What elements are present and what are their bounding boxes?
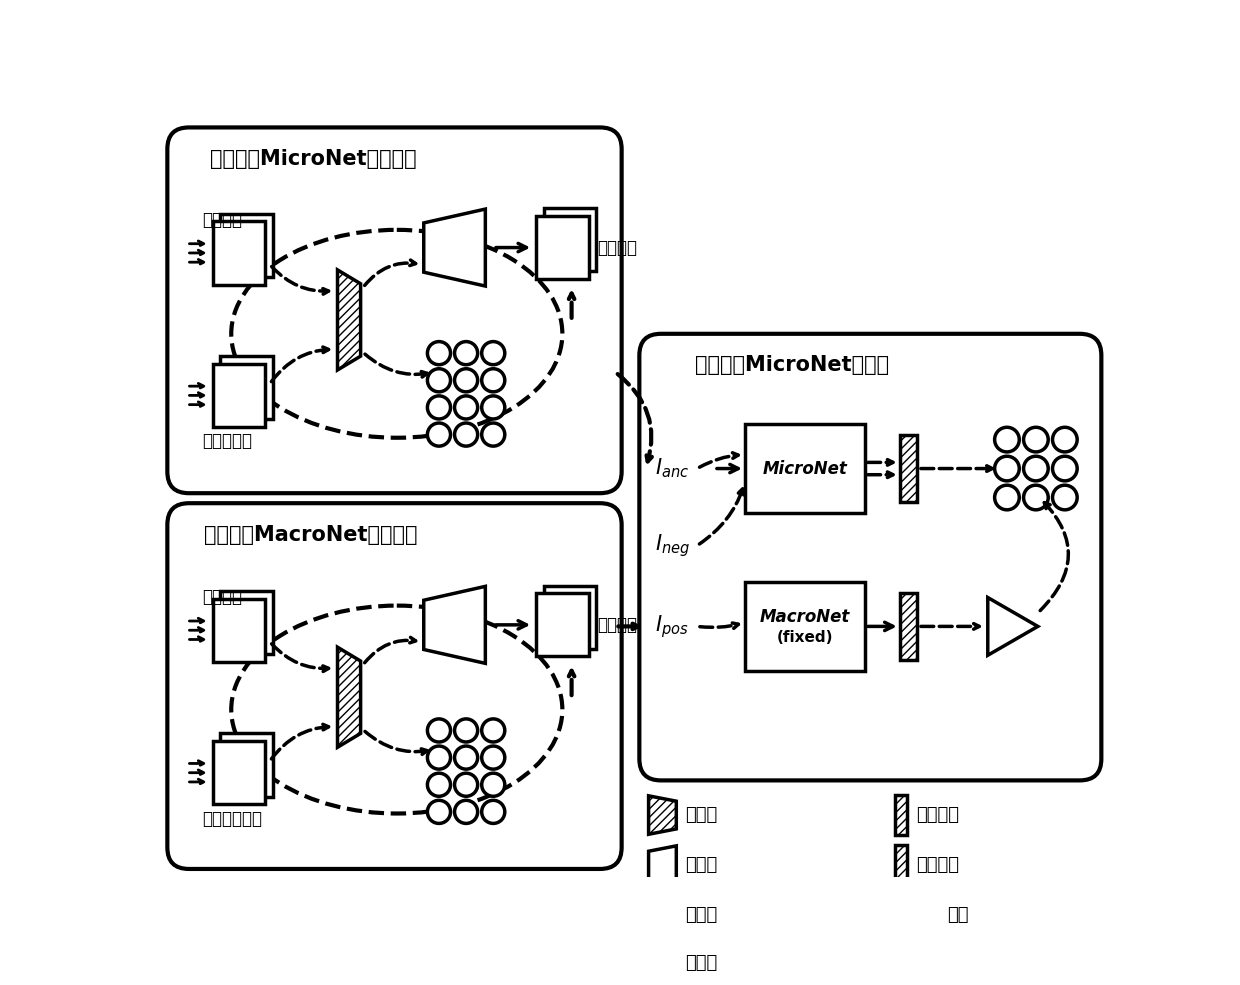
Text: 表情特征: 表情特征 bbox=[916, 806, 960, 824]
Circle shape bbox=[994, 427, 1019, 452]
Polygon shape bbox=[649, 846, 676, 885]
Polygon shape bbox=[424, 209, 485, 286]
Polygon shape bbox=[221, 591, 273, 654]
Circle shape bbox=[481, 801, 505, 823]
Polygon shape bbox=[213, 741, 265, 805]
Text: 身份特征: 身份特征 bbox=[916, 856, 960, 874]
Text: 中立图像: 中立图像 bbox=[202, 588, 242, 606]
Text: 正常表情图像: 正常表情图像 bbox=[202, 810, 262, 827]
Text: 解码器: 解码器 bbox=[686, 856, 718, 874]
Circle shape bbox=[481, 423, 505, 446]
Circle shape bbox=[481, 746, 505, 769]
Text: 阶段一对MacroNet的预训练: 阶段一对MacroNet的预训练 bbox=[205, 525, 418, 545]
Circle shape bbox=[455, 719, 477, 742]
Polygon shape bbox=[424, 586, 485, 663]
FancyBboxPatch shape bbox=[167, 127, 621, 493]
Circle shape bbox=[481, 368, 505, 392]
Circle shape bbox=[455, 746, 477, 769]
Text: 阶段二对MicroNet的训练: 阶段二对MicroNet的训练 bbox=[694, 356, 889, 375]
Polygon shape bbox=[213, 599, 265, 662]
Text: 阶段一对MicroNet的预训练: 阶段一对MicroNet的预训练 bbox=[210, 149, 417, 169]
Polygon shape bbox=[221, 357, 273, 420]
Circle shape bbox=[481, 773, 505, 796]
Text: 中立图像: 中立图像 bbox=[202, 211, 242, 229]
Circle shape bbox=[1023, 486, 1048, 510]
Polygon shape bbox=[221, 214, 273, 277]
Polygon shape bbox=[544, 586, 596, 649]
Polygon shape bbox=[536, 216, 589, 279]
Circle shape bbox=[1023, 456, 1048, 481]
Circle shape bbox=[428, 396, 450, 419]
Text: $I_{anc}$: $I_{anc}$ bbox=[655, 457, 689, 481]
Circle shape bbox=[428, 719, 450, 742]
Circle shape bbox=[455, 423, 477, 446]
Text: $I_{pos}$: $I_{pos}$ bbox=[655, 613, 688, 640]
Polygon shape bbox=[745, 425, 864, 513]
Circle shape bbox=[428, 342, 450, 364]
Circle shape bbox=[994, 486, 1019, 510]
Polygon shape bbox=[988, 598, 1038, 655]
Polygon shape bbox=[337, 647, 361, 748]
Circle shape bbox=[428, 801, 450, 823]
Polygon shape bbox=[649, 796, 676, 834]
Circle shape bbox=[1053, 486, 1078, 510]
Text: MicroNet: MicroNet bbox=[763, 460, 847, 478]
Text: 重构图像: 重构图像 bbox=[596, 616, 637, 634]
Circle shape bbox=[647, 948, 678, 978]
FancyBboxPatch shape bbox=[167, 503, 621, 869]
Text: (fixed): (fixed) bbox=[776, 629, 833, 644]
Circle shape bbox=[481, 342, 505, 364]
Text: MacroNet: MacroNet bbox=[760, 608, 851, 626]
Text: 判别器: 判别器 bbox=[686, 906, 718, 924]
Polygon shape bbox=[213, 363, 265, 427]
Polygon shape bbox=[900, 593, 918, 660]
Circle shape bbox=[994, 456, 1019, 481]
Polygon shape bbox=[649, 896, 678, 935]
Text: $I_{neg}$: $I_{neg}$ bbox=[655, 532, 689, 558]
Polygon shape bbox=[745, 582, 864, 671]
Circle shape bbox=[455, 342, 477, 364]
Text: 张量: 张量 bbox=[947, 906, 968, 924]
Circle shape bbox=[1053, 427, 1078, 452]
Polygon shape bbox=[900, 434, 918, 502]
Circle shape bbox=[428, 368, 450, 392]
Text: 微表情图像: 微表情图像 bbox=[202, 432, 252, 450]
FancyBboxPatch shape bbox=[640, 334, 1101, 780]
Circle shape bbox=[455, 801, 477, 823]
Circle shape bbox=[481, 396, 505, 419]
Circle shape bbox=[1023, 427, 1048, 452]
Text: 神经元: 神经元 bbox=[686, 953, 718, 972]
Circle shape bbox=[455, 396, 477, 419]
Circle shape bbox=[1053, 456, 1078, 481]
Text: 编码器: 编码器 bbox=[686, 806, 718, 824]
Polygon shape bbox=[337, 270, 361, 370]
Polygon shape bbox=[544, 208, 596, 272]
Circle shape bbox=[428, 746, 450, 769]
Polygon shape bbox=[536, 593, 589, 656]
Text: 重构图像: 重构图像 bbox=[596, 238, 637, 256]
Polygon shape bbox=[213, 222, 265, 285]
Polygon shape bbox=[895, 845, 908, 886]
Circle shape bbox=[455, 773, 477, 796]
Polygon shape bbox=[895, 795, 908, 835]
Circle shape bbox=[428, 423, 450, 446]
Circle shape bbox=[481, 719, 505, 742]
Circle shape bbox=[455, 368, 477, 392]
Circle shape bbox=[428, 773, 450, 796]
Polygon shape bbox=[221, 734, 273, 797]
